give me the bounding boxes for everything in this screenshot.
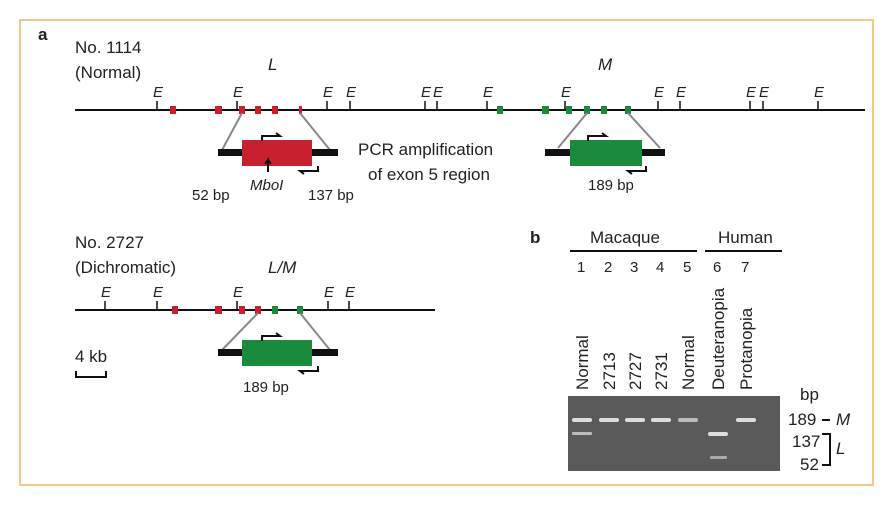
e-label: E bbox=[233, 284, 244, 301]
e-label: E bbox=[153, 284, 164, 301]
size-label: 189 bbox=[788, 410, 816, 429]
group-label: Human bbox=[718, 228, 773, 247]
e-label: E bbox=[324, 284, 335, 301]
unit-label: bp bbox=[800, 385, 819, 404]
annotation: of exon 5 region bbox=[368, 165, 490, 184]
annotation: PCR amplification bbox=[358, 140, 493, 159]
e-label: E bbox=[759, 84, 770, 101]
lane-number: 1 bbox=[577, 259, 585, 276]
fragment-label: 189 bp bbox=[243, 379, 289, 396]
e-label: E bbox=[814, 84, 825, 101]
lane-number: 2 bbox=[604, 259, 612, 276]
sample-label: Normal bbox=[679, 335, 698, 390]
panel-label: a bbox=[38, 25, 48, 44]
e-label: E bbox=[483, 84, 494, 101]
e-label: E bbox=[421, 84, 432, 101]
e-label: E bbox=[153, 84, 164, 101]
e-label: E bbox=[101, 284, 112, 301]
exon5-l bbox=[242, 140, 312, 166]
e-label: E bbox=[561, 84, 572, 101]
e-label: E bbox=[676, 84, 687, 101]
lane-number: 5 bbox=[683, 259, 691, 276]
group-label: Macaque bbox=[590, 228, 660, 247]
e-label: E bbox=[323, 84, 334, 101]
sample-id: No. 1114 bbox=[75, 38, 141, 57]
lane-number: 4 bbox=[656, 259, 664, 276]
sample-label: Deuteranopia bbox=[709, 287, 728, 390]
sample-label: Protanopia bbox=[737, 307, 756, 390]
gel bbox=[568, 396, 780, 471]
exon5-m bbox=[570, 140, 642, 166]
e-label: E bbox=[433, 84, 444, 101]
gene-label: M bbox=[598, 55, 613, 74]
size-label: 137 bbox=[792, 432, 820, 451]
band-label: L bbox=[836, 439, 845, 458]
e-label: E bbox=[654, 84, 665, 101]
sample-status: (Dichromatic) bbox=[75, 258, 176, 277]
sample-label: 2731 bbox=[652, 352, 671, 390]
sample-status: (Normal) bbox=[75, 63, 141, 82]
fragment-label: 137 bp bbox=[308, 187, 354, 204]
band-label: M bbox=[836, 410, 851, 429]
size-label: 52 bbox=[800, 455, 819, 474]
e-label: E bbox=[345, 284, 356, 301]
e-label: E bbox=[746, 84, 757, 101]
sample-label: Normal bbox=[573, 335, 592, 390]
panel-label: b bbox=[530, 228, 540, 247]
lane-number: 7 bbox=[741, 259, 749, 276]
enzyme-label: MboI bbox=[250, 177, 283, 194]
figure: a No. 1114 (Normal) L M EEEEEEEEEEEEE PC… bbox=[0, 0, 892, 500]
scale-label: 4 kb bbox=[75, 347, 107, 366]
e-label: E bbox=[346, 84, 357, 101]
sample-label: 2727 bbox=[626, 352, 645, 390]
sample-label: 2713 bbox=[600, 352, 619, 390]
gene-label: L/M bbox=[268, 258, 297, 277]
sample-id: No. 2727 bbox=[75, 233, 144, 252]
gene-label: L bbox=[268, 55, 277, 74]
lane-number: 3 bbox=[630, 259, 638, 276]
e-label: E bbox=[233, 84, 244, 101]
fragment-label: 189 bp bbox=[588, 177, 634, 194]
lane-number: 6 bbox=[713, 259, 721, 276]
exon5-hybrid bbox=[242, 340, 312, 366]
fragment-label: 52 bp bbox=[192, 187, 230, 204]
